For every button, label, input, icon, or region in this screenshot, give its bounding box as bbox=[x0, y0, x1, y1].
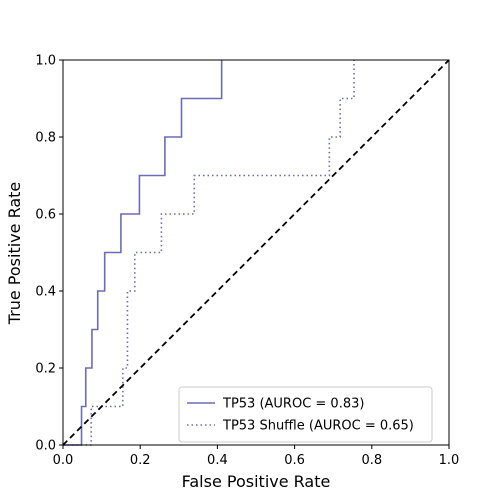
x-tick-label: 0.6 bbox=[284, 453, 305, 468]
legend-label: TP53 Shuffle (AUROC = 0.65) bbox=[222, 419, 414, 434]
series-line-chance bbox=[62, 59, 450, 446]
x-tick-label: 0.4 bbox=[207, 453, 228, 468]
legend-label: TP53 (AUROC = 0.83) bbox=[222, 397, 364, 412]
axes: 0.0 0.2 0.4 0.6 0.8 1.0 0.0 0.2 0.4 0.6 0.8 1.0 bbox=[35, 54, 459, 469]
x-tick-label: 0.0 bbox=[53, 453, 74, 468]
y-axis-label: True Positive Rate bbox=[5, 182, 24, 326]
y-tick-label: 1.0 bbox=[35, 54, 56, 69]
x-tick-label: 0.2 bbox=[130, 453, 151, 468]
y-tick-label: 0.2 bbox=[35, 362, 56, 377]
plot-area bbox=[62, 59, 450, 446]
series-line-0 bbox=[63, 60, 223, 446]
y-tick-label: 0.8 bbox=[35, 131, 56, 146]
y-tick-label: 0.4 bbox=[35, 285, 56, 300]
y-tick-label: 0.6 bbox=[35, 208, 56, 223]
x-tick-label: 1.0 bbox=[439, 453, 460, 468]
x-axis-label: False Positive Rate bbox=[182, 472, 331, 491]
series-line-1 bbox=[63, 60, 355, 446]
y-tick-label: 0.0 bbox=[35, 439, 56, 454]
plot-frame bbox=[62, 59, 450, 446]
legend: TP53 (AUROC = 0.83) TP53 Shuffle (AUROC =… bbox=[178, 386, 433, 443]
x-tick-label: 0.8 bbox=[361, 453, 382, 468]
legend-box bbox=[178, 386, 433, 443]
